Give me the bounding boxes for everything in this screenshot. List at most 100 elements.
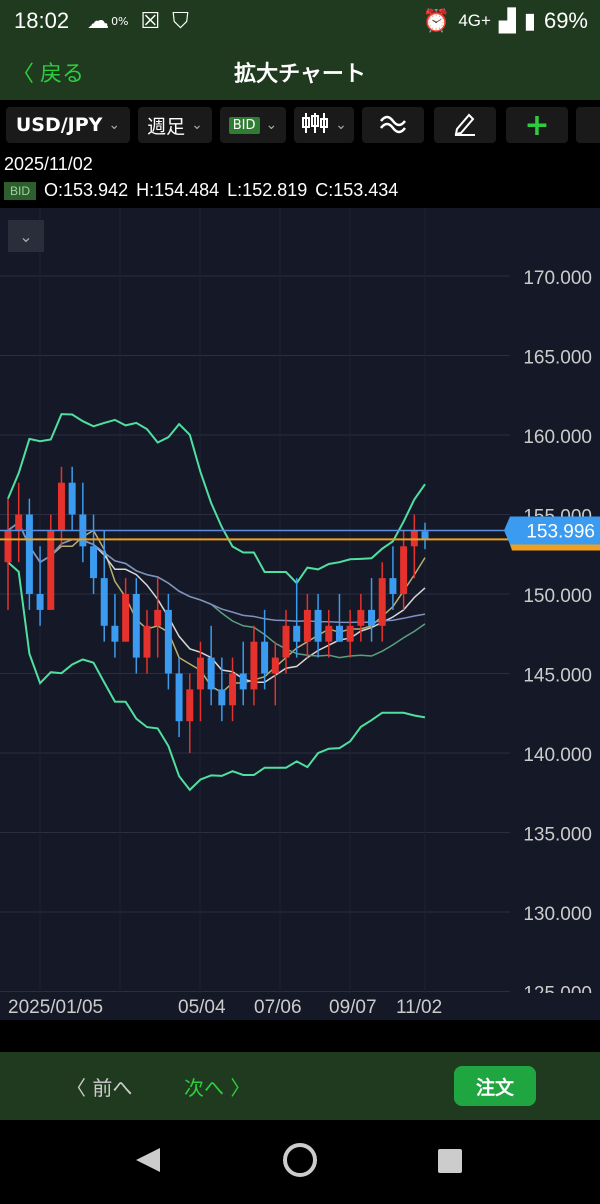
network-type: 4G+ [458,11,491,30]
ma-long-line [7,521,426,659]
price-chart[interactable]: 170.000165.000160.000155.000150.000145.0… [0,208,600,1020]
chart-type-select[interactable]: ⌄ [294,107,354,143]
chevron-right-icon: 〉 [230,1076,251,1100]
close-price-badge [510,544,600,551]
chevron-left-icon: 〈 [66,1076,86,1100]
bollinger-upper-line [7,413,426,585]
pencil-icon [451,110,479,141]
chart-canvas: 170.000165.000160.000155.000150.000145.0… [0,208,600,1020]
battery-icon: ▮ [523,8,536,33]
prev-button[interactable]: 〈 前へ [66,1072,132,1101]
candle-body [368,609,376,626]
x-tick-label: 07/06 [254,997,302,1018]
close-value: C:153.434 [315,180,399,200]
y-tick-label: 170.000 [523,268,592,289]
candle-body [36,594,44,610]
nav-recents-icon[interactable] [438,1149,462,1173]
alarm-icon: ⏰ [422,8,451,33]
next-label: 次へ [184,1076,224,1100]
order-button[interactable]: 注文 [454,1066,536,1106]
draw-button[interactable] [434,107,496,143]
battery-level: 69% [543,8,588,33]
next-button[interactable]: 次へ 〉 [184,1072,250,1101]
app-icon: ☒ [140,8,161,34]
candle-body [357,609,365,626]
symbol-label: USD/JPY [15,114,103,136]
candle-body [325,625,333,642]
y-tick-label: 130.000 [523,904,592,925]
candle-body [389,578,397,594]
price-type-label: BID [228,116,260,134]
candle-body [68,482,76,515]
y-tick-label: 140.000 [523,745,592,766]
price-type-select[interactable]: BID ⌄ [220,107,286,143]
candle-body [25,514,33,594]
back-label: 戻る [40,62,85,87]
status-bar: 18:02 ☁ 0% ☒ ⛉ ⏰ 4G+ ▟ ▮ 69% [0,0,600,42]
weather-icon: ☁ [87,8,110,34]
collapse-toggle[interactable]: ⌄ [8,220,44,252]
footer-bar: 〈 前へ 次へ 〉 注文 [0,1052,600,1120]
candle-body [100,578,108,626]
more-toolbar-button[interactable] [576,107,600,143]
shield-icon: ⛉ [172,8,189,34]
candle-body [132,594,140,658]
bid-tag: BID [4,181,37,200]
low-value: L:152.819 [227,180,308,200]
candle-body [250,641,258,690]
candle-body [239,673,247,690]
status-time: 18:02 [14,8,70,33]
bar-date: 2025/11/02 [4,154,93,174]
candlestick-icon [301,111,329,140]
back-button[interactable]: 〈 戻る [12,56,84,88]
candle-body [400,546,408,594]
x-tick-label: 05/04 [178,997,226,1018]
current-price-badge [504,516,600,545]
open-value: O:153.942 [44,180,129,200]
y-tick-label: 150.000 [523,586,592,607]
add-button[interactable]: + [506,107,568,143]
chevron-down-icon: ⌄ [265,117,278,133]
candle-body [261,641,269,674]
rain-percent: 0% [111,14,129,28]
chart-toolbar: USD/JPY ⌄ 週足 ⌄ BID ⌄ ⌄ + [0,100,600,150]
ma-short-line [7,521,426,694]
candle-body [90,546,98,579]
y-tick-label: 145.000 [523,666,592,687]
candle-body [207,657,215,690]
ohlc-info: 2025/11/02 BID O:153.942 H:154.484 L:152… [0,150,600,208]
candle-body [378,578,386,626]
title-bar: 〈 戻る 拡大チャート [0,42,600,100]
current-price-label: 153.996 [526,521,595,542]
y-tick-label: 165.000 [523,348,592,369]
ma-longest-line [7,521,426,624]
indicator-button[interactable] [362,107,424,143]
candle-body [196,657,204,690]
candle-body [15,514,23,531]
nav-back-icon[interactable] [136,1148,160,1172]
candle-body [154,609,162,626]
candle-body [335,625,343,642]
candle-body [421,531,429,540]
candle-body [164,609,172,674]
candle-body [47,530,55,610]
candle-body [410,530,418,547]
period-select[interactable]: 週足 ⌄ [138,107,212,143]
high-value: H:154.484 [136,180,220,200]
candle-body [111,625,119,642]
candle-body [57,482,65,531]
chevron-down-icon: ⌄ [335,117,347,133]
nav-home-icon[interactable] [283,1143,317,1177]
symbol-select[interactable]: USD/JPY ⌄ [6,107,130,143]
page-title: 拡大チャート [234,62,366,87]
candle-body [346,625,354,642]
candle-body [218,689,226,706]
candle-body [175,673,183,722]
candle-body [303,609,311,642]
bollinger-lower-line [7,561,426,792]
prev-label: 前へ [92,1076,133,1100]
chevron-left-icon: 〈 [12,62,35,87]
chevron-down-icon: ⌄ [191,117,203,133]
candle-body [186,689,194,722]
candle-body [4,530,12,563]
